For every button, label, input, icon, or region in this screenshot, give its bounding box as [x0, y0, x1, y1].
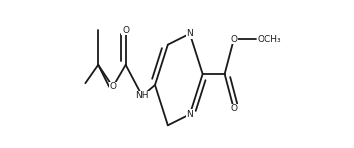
Text: N: N	[187, 110, 193, 119]
Text: O: O	[230, 104, 237, 113]
Text: O: O	[122, 25, 129, 34]
Text: OCH₃: OCH₃	[258, 35, 281, 44]
Text: O: O	[230, 35, 237, 44]
Text: O: O	[109, 82, 116, 91]
Text: N: N	[187, 29, 193, 38]
Text: NH: NH	[136, 91, 149, 100]
